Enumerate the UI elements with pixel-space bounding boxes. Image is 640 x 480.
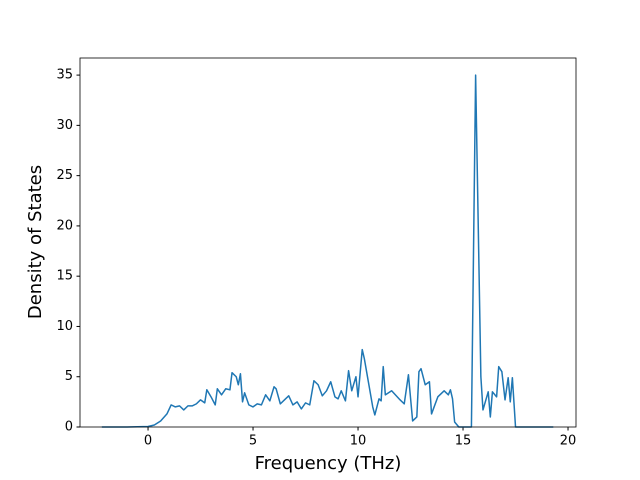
x-tick-label: 5 xyxy=(249,434,257,449)
x-tick-label: 20 xyxy=(560,434,577,449)
x-axis-label: Frequency (THz) xyxy=(255,453,402,474)
y-tick-label: 20 xyxy=(56,218,73,233)
x-tick-label: 10 xyxy=(350,434,367,449)
y-tick-label: 5 xyxy=(65,369,73,384)
y-tick-label: 10 xyxy=(56,319,73,334)
x-tick-label: 0 xyxy=(144,434,152,449)
y-tick-label: 35 xyxy=(56,68,73,83)
y-tick-label: 25 xyxy=(56,168,73,183)
x-tick-label: 15 xyxy=(455,434,472,449)
y-axis-label: Density of States xyxy=(25,165,46,319)
axes-frame xyxy=(79,57,577,428)
y-tick-label: 0 xyxy=(65,420,73,435)
y-tick-label: 30 xyxy=(56,118,73,133)
y-tick-label: 15 xyxy=(56,269,73,284)
data-line xyxy=(101,74,554,428)
